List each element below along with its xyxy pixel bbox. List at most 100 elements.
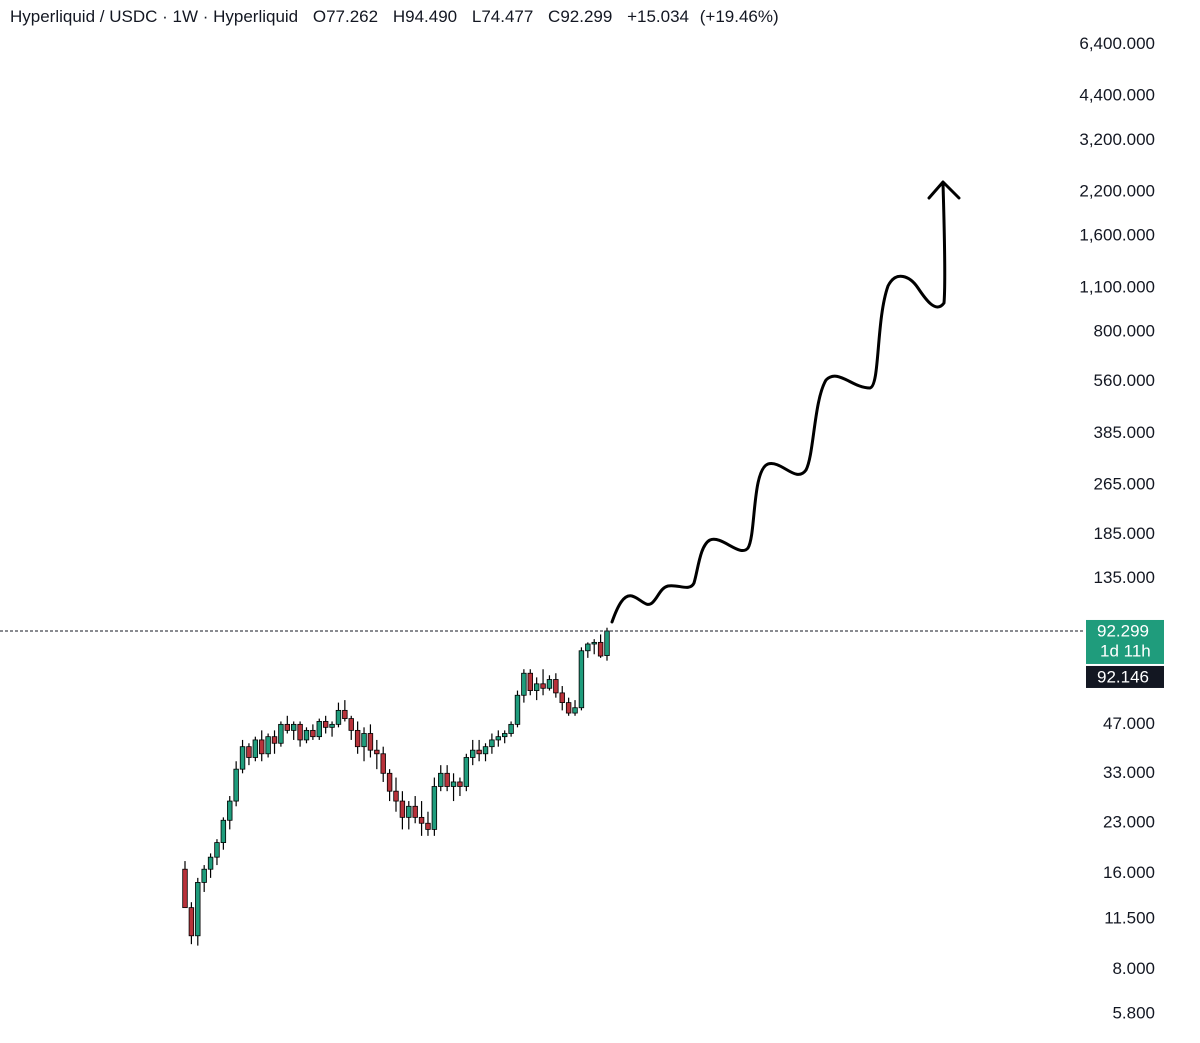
candle-body <box>393 790 399 802</box>
y-tick-label: 47.000 <box>1103 714 1155 733</box>
symbol-title: Hyperliquid / USDC · 1W · Hyperliquid <box>10 7 299 26</box>
candle-body <box>553 679 559 694</box>
candle-body <box>233 768 239 802</box>
y-tick-label: 5.800 <box>1112 1003 1155 1022</box>
y-tick-label: 265.000 <box>1094 475 1155 494</box>
ohlc-close: C92.299 <box>548 7 613 26</box>
candle-body <box>182 868 188 909</box>
candle-body <box>361 733 367 748</box>
candle-body <box>201 868 207 883</box>
candle-body <box>207 856 214 870</box>
y-tick-label: 385.000 <box>1094 423 1155 442</box>
candle-body <box>591 641 597 645</box>
candle-body <box>329 723 335 728</box>
candle-body <box>521 672 527 696</box>
candle-body <box>463 757 470 787</box>
candle-body <box>425 822 431 830</box>
candle-body <box>290 723 297 731</box>
y-tick-label: 8.000 <box>1112 959 1155 978</box>
candle-body <box>489 739 495 748</box>
candle-body <box>271 736 278 744</box>
y-tick-label: 11.500 <box>1104 909 1155 928</box>
candle-body <box>565 702 572 714</box>
candle-body <box>348 718 354 731</box>
candle-body <box>527 672 533 691</box>
candle-body <box>278 723 284 744</box>
ohlc-high: H94.490 <box>392 7 458 26</box>
candle-body <box>540 683 546 689</box>
y-tick-label: 1,600.000 <box>1079 226 1155 245</box>
candle-body <box>450 781 457 787</box>
candle-body <box>380 753 386 774</box>
candle-body <box>501 733 508 738</box>
marker-price-label: 92.146 <box>1097 667 1149 686</box>
candle-body <box>572 707 578 714</box>
candle-body <box>342 709 348 719</box>
candle-body <box>246 746 252 758</box>
y-tick-label: 135.000 <box>1094 568 1155 587</box>
candle-body <box>214 842 220 858</box>
y-tick-label: 185.000 <box>1094 524 1155 543</box>
candle-body <box>239 746 246 770</box>
candle-body <box>604 630 610 656</box>
candle-body <box>374 749 380 755</box>
y-tick-label: 23.000 <box>1103 813 1155 832</box>
y-tick-label: 3,200.000 <box>1079 130 1155 149</box>
countdown-label: 1d 11h <box>1100 641 1151 660</box>
candle-body <box>482 746 489 755</box>
candle-body <box>476 749 482 755</box>
y-tick-label: 33.000 <box>1103 763 1155 782</box>
candle-body <box>310 729 316 738</box>
header: Hyperliquid / USDC · 1W · Hyperliquid O7… <box>10 7 789 27</box>
ohlc-open: O77.262 <box>312 7 379 26</box>
y-tick-label: 16.000 <box>1103 863 1155 882</box>
candle-body <box>514 694 521 725</box>
candle-body <box>431 786 438 830</box>
candle-body <box>220 819 227 843</box>
candle-body <box>354 729 361 748</box>
candle-body <box>418 816 425 824</box>
candle-body <box>457 781 463 787</box>
candle-body <box>444 772 450 787</box>
y-tick-label: 1,100.000 <box>1079 278 1155 297</box>
change-percent: (+19.46%) <box>699 7 779 26</box>
candle-body <box>284 723 291 731</box>
candle-body <box>597 641 604 657</box>
candle-body <box>495 736 502 741</box>
candle-body <box>578 650 585 709</box>
change: +15.034 <box>627 7 689 26</box>
candle-body <box>399 800 406 818</box>
y-tick-label: 2,200.000 <box>1079 182 1155 201</box>
candle-body <box>406 805 412 818</box>
last-price-label: 92.299 <box>1097 621 1149 640</box>
candle-body <box>316 721 322 738</box>
marker-price-box <box>1086 665 1164 688</box>
candle-body <box>470 749 476 758</box>
projection-arrow <box>610 180 961 624</box>
candle-body <box>265 736 271 755</box>
candle-body <box>335 709 342 725</box>
y-tick-label: 6,400.000 <box>1079 34 1155 53</box>
candle-body <box>252 739 259 758</box>
candle-body <box>195 882 201 937</box>
y-tick-label: 560.000 <box>1094 371 1155 390</box>
last-price-box <box>1086 619 1164 664</box>
candle-body <box>546 679 553 689</box>
candle-body <box>303 729 310 741</box>
candle-body <box>297 723 303 741</box>
candle-body <box>259 739 265 755</box>
candle-body <box>559 692 565 704</box>
candle-body <box>412 805 418 818</box>
ohlc-low: L74.477 <box>471 7 534 26</box>
candle-body <box>508 723 514 734</box>
candle-body <box>322 721 329 728</box>
candle-body <box>188 907 195 937</box>
candle-body <box>585 643 591 652</box>
candle-body <box>367 733 374 751</box>
candle-body <box>227 800 233 821</box>
candle-body <box>533 683 540 691</box>
y-tick-label: 800.000 <box>1094 322 1155 341</box>
candle-body <box>386 772 393 792</box>
